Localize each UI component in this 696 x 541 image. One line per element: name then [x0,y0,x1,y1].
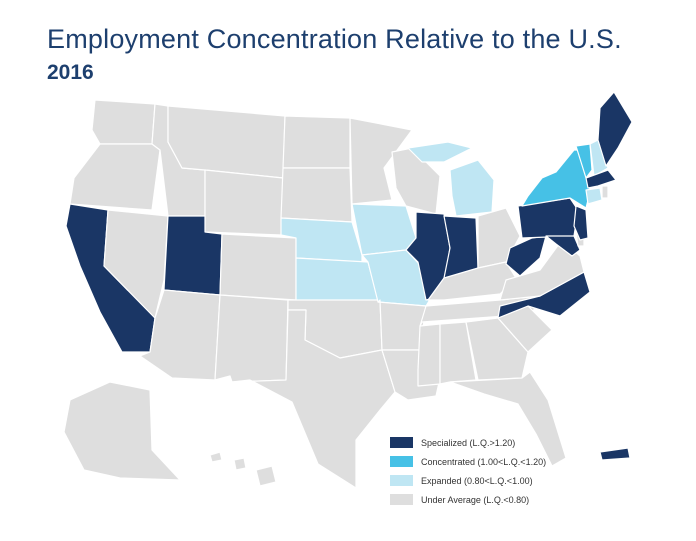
legend-swatch-expanded [390,475,413,486]
state-puerto-rico [599,447,631,461]
legend-item-concentrated: Concentrated (1.00<L.Q.<1.20) [390,454,546,469]
state-hawaii-c [255,465,277,487]
state-new-mexico [214,294,289,383]
state-maine [597,91,633,167]
legend-item-specialized: Specialized (L.Q.>1.20) [390,435,546,450]
legend-item-under: Under Average (L.Q.<0.80) [390,492,546,507]
state-mississippi [417,323,441,387]
state-vermont [575,143,593,179]
state-new-hampshire [589,139,609,177]
state-hawaii [209,451,223,463]
state-montana [167,105,286,179]
legend-swatch-concentrated [390,456,413,467]
state-connecticut [585,187,603,205]
state-texas [231,309,396,489]
legend-item-expanded: Expanded (0.80<L.Q.<1.00) [390,473,546,488]
state-michigan [449,159,495,217]
state-virginia [499,239,585,301]
page-title: Employment Concentration Relative to the… [47,24,622,54]
legend-label-concentrated: Concentrated (1.00<L.Q.<1.20) [421,456,547,467]
page-subtitle: 2016 [47,61,94,84]
state-colorado [219,233,297,301]
state-north-dakota [282,115,351,169]
state-maryland [545,235,581,257]
state-nevada [103,209,169,319]
state-kentucky [427,261,517,301]
state-florida [449,371,567,467]
state-georgia [465,317,529,381]
state-hawaii-b [233,457,247,471]
state-alaska [63,381,181,481]
legend-swatch-specialized [390,437,413,448]
state-massachusetts [585,169,617,189]
state-michigan-up [407,141,473,163]
state-new-jersey [573,205,589,241]
map-legend: Specialized (L.Q.>1.20) Concentrated (1.… [390,435,546,511]
state-kansas [295,257,379,303]
state-wyoming [204,169,284,236]
legend-label-under: Under Average (L.Q.<0.80) [421,494,530,505]
state-washington [91,99,156,145]
legend-swatch-under [390,494,413,505]
legend-label-specialized: Specialized (L.Q.>1.20) [421,437,516,448]
state-oregon [69,143,161,211]
state-minnesota [349,117,413,205]
legend-label-expanded: Expanded (0.80<L.Q.<1.00) [421,475,533,486]
state-iowa [351,203,417,256]
state-south-dakota [280,167,353,223]
state-rhode-island [601,185,609,199]
